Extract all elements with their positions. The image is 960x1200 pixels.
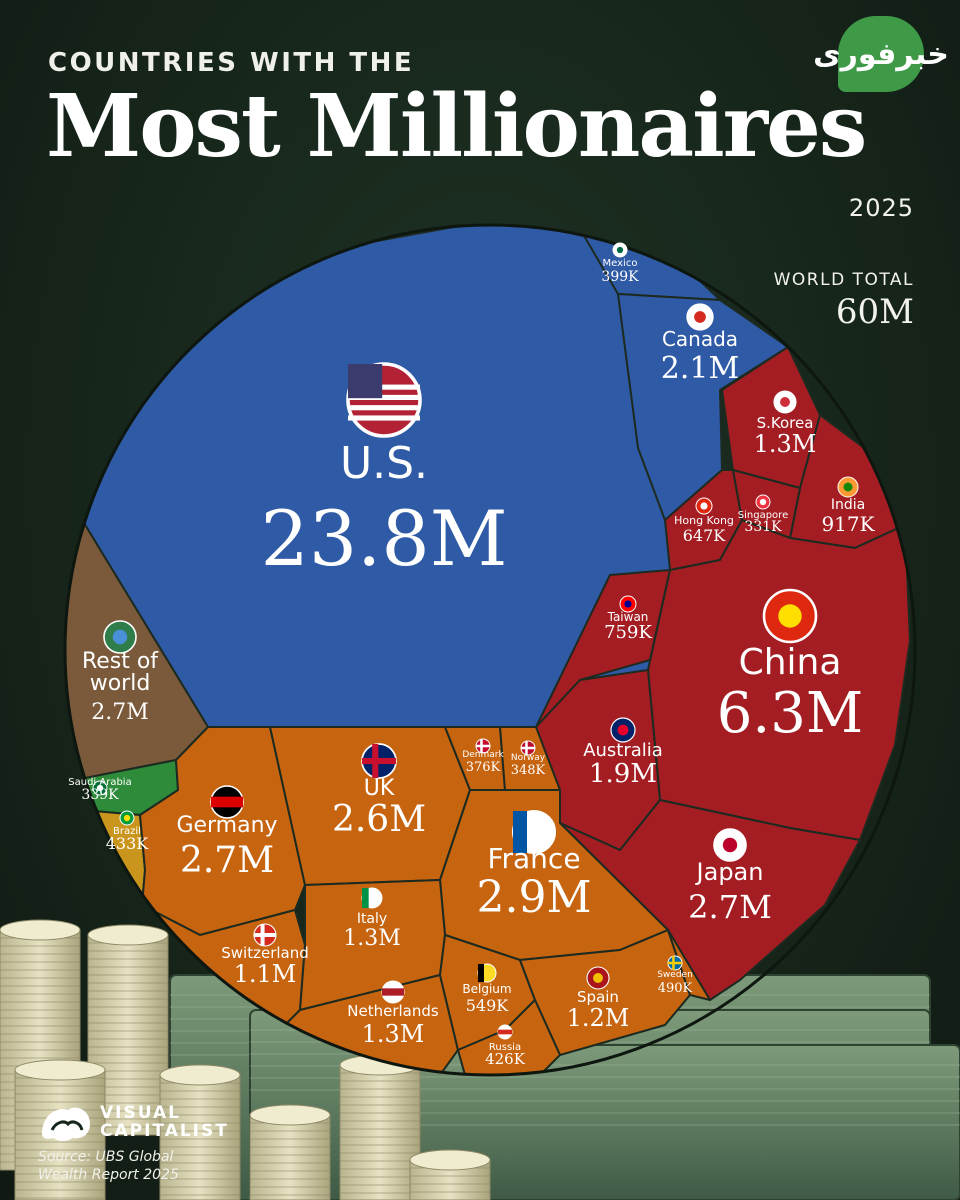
brand-name: VISUAL CAPITALIST <box>100 1103 229 1141</box>
switzerland-flag-icon <box>253 923 277 947</box>
france-flag-icon <box>511 809 557 855</box>
label-canada-value: 2.1M <box>661 351 739 386</box>
label-uk-name: UK <box>364 776 395 801</box>
russia-flag-icon <box>497 1024 513 1040</box>
label-spain-name: Spain <box>577 988 619 1006</box>
chart-labels: U.S.23.8MMexico399KCanada2.1MS.Korea1.3M… <box>68 242 876 1068</box>
label-belgium-value: 549K <box>466 996 510 1015</box>
taiwan-flag-icon <box>619 595 637 613</box>
label-norway-value: 348K <box>511 763 546 778</box>
india-flag-icon <box>837 476 859 498</box>
germany-flag-icon <box>210 785 244 819</box>
label-switzerland-value: 1.1M <box>234 960 297 988</box>
label-india-name: India <box>831 497 865 513</box>
source-note: Source: UBS Global Wealth Report 2025 <box>38 1149 179 1183</box>
visual-capitalist-logo <box>42 1107 90 1141</box>
label-rest-value: 2.7M <box>91 700 149 725</box>
label-italy-name: Italy <box>357 911 387 927</box>
label-india-value: 917K <box>821 512 875 536</box>
label-taiwan-value: 759K <box>604 622 652 643</box>
mexico-flag-icon <box>612 242 628 258</box>
label-norway-name: Norway <box>511 753 546 763</box>
label-sweden-value: 490K <box>658 981 693 996</box>
label-canada-name: Canada <box>662 327 738 351</box>
label-germany-name: Germany <box>176 813 277 838</box>
watermark-text: خبرفوری <box>813 36 949 72</box>
singapore-flag-icon <box>755 494 771 510</box>
label-brazil-value: 433K <box>106 834 150 853</box>
belgium-flag-icon <box>477 963 497 983</box>
label-italy-value: 1.3M <box>343 926 401 951</box>
label-skorea-name: S.Korea <box>757 414 814 432</box>
italy-flag-icon <box>361 887 383 909</box>
chart-title: Most Millionaires <box>46 76 867 177</box>
label-hongkong-value: 647K <box>683 526 727 545</box>
world-total-label: WORLD TOTAL <box>773 270 914 290</box>
label-china-name: China <box>739 642 842 683</box>
world-total-value: 60M <box>835 292 914 332</box>
watermark-logo: خبرفوری <box>813 16 949 92</box>
label-japan-name: Japan <box>695 858 764 886</box>
hong-kong-flag-icon <box>695 497 713 515</box>
label-uk-value: 2.6M <box>332 799 426 840</box>
label-australia-value: 1.9M <box>589 759 657 789</box>
uk-flag-icon <box>361 743 397 779</box>
canada-flag-icon <box>686 303 714 331</box>
saudi-arabia-flag-icon <box>92 780 108 796</box>
label-france-value: 2.9M <box>476 872 591 923</box>
label-mexico-name: Mexico <box>603 258 638 269</box>
globe-icon <box>103 620 137 654</box>
label-skorea-value: 1.3M <box>754 430 817 458</box>
label-japan-value: 2.7M <box>688 888 772 926</box>
chart-year: 2025 <box>848 194 914 222</box>
label-rest-name: Rest of world <box>82 649 159 696</box>
label-denmark-value: 376K <box>466 760 501 775</box>
chart-cells <box>63 223 917 1077</box>
label-hongkong-name: Hong Kong <box>674 514 734 527</box>
cell-canada <box>617 293 789 521</box>
label-saudi-value: 339K <box>81 787 119 803</box>
label-us-value: 23.8M <box>260 494 507 583</box>
label-taiwan-name: Taiwan <box>607 610 649 624</box>
australia-flag-icon <box>610 717 636 743</box>
us-flag-icon <box>346 362 422 438</box>
sweden-flag-icon <box>667 955 683 971</box>
label-switzerland-name: Switzerland <box>221 944 309 962</box>
label-mexico-value: 399K <box>601 269 639 285</box>
label-belgium-name: Belgium <box>462 982 511 996</box>
label-china-value: 6.3M <box>717 681 863 746</box>
coin-stack <box>339 1064 421 1200</box>
label-us-name: U.S. <box>340 438 428 489</box>
label-germany-value: 2.7M <box>180 840 274 881</box>
chart-eyebrow: COUNTRIES WITH THE <box>48 48 415 78</box>
label-netherlands-name: Netherlands <box>347 1002 439 1020</box>
norway-flag-icon <box>520 740 536 756</box>
label-australia-name: Australia <box>583 740 663 761</box>
label-singapore-value: 331K <box>744 519 782 535</box>
label-sweden-name: Sweden <box>657 970 693 980</box>
south-korea-flag-icon <box>773 390 797 414</box>
denmark-flag-icon <box>475 738 491 754</box>
label-france-name: France <box>487 842 580 875</box>
label-russia-value: 426K <box>485 1050 526 1068</box>
label-brazil-name: Brazil <box>113 826 141 837</box>
label-denmark-name: Denmark <box>462 750 504 760</box>
label-singapore-name: Singapore <box>738 510 788 521</box>
coin-stack <box>249 1114 331 1200</box>
brazil-flag-icon <box>119 810 135 826</box>
japan-flag-icon <box>713 828 747 862</box>
spain-flag-icon <box>586 966 610 990</box>
label-saudi-name: Saudi Arabia <box>68 777 131 788</box>
china-flag-icon <box>762 588 818 644</box>
label-spain-value: 1.2M <box>567 1004 630 1032</box>
label-netherlands-value: 1.3M <box>362 1020 425 1048</box>
label-russia-name: Russia <box>489 1042 521 1053</box>
netherlands-flag-icon <box>381 980 405 1004</box>
